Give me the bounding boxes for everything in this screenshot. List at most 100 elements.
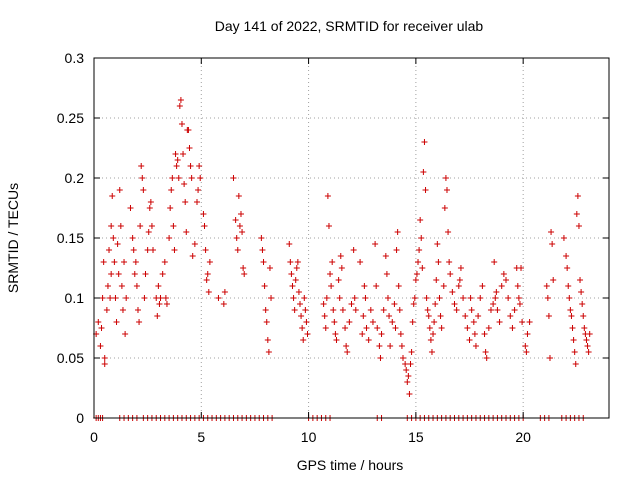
data-point	[350, 247, 357, 253]
data-point	[410, 301, 417, 307]
data-point	[346, 319, 353, 325]
data-point	[111, 259, 118, 265]
data-point	[524, 331, 531, 337]
data-point	[378, 331, 385, 337]
data-point	[331, 319, 338, 325]
data-point	[133, 283, 140, 289]
data-point	[391, 301, 398, 307]
data-point	[433, 277, 440, 283]
data-point	[453, 307, 460, 313]
data-point	[585, 349, 592, 355]
data-point	[195, 187, 202, 193]
data-point	[405, 373, 412, 379]
data-point	[457, 265, 464, 271]
data-point	[289, 283, 296, 289]
data-point	[409, 319, 416, 325]
y-tick-label: 0.2	[65, 170, 85, 186]
data-point	[427, 337, 434, 343]
data-point	[372, 241, 379, 247]
data-point	[180, 151, 187, 157]
data-point	[294, 259, 301, 265]
data-point	[404, 379, 411, 385]
data-point	[166, 235, 173, 241]
data-point	[523, 349, 530, 355]
data-point	[156, 301, 163, 307]
data-point	[431, 319, 438, 325]
data-point	[113, 319, 120, 325]
data-point	[581, 325, 588, 331]
data-point	[230, 175, 237, 181]
data-point	[109, 193, 116, 199]
data-point	[423, 295, 430, 301]
data-point	[441, 205, 448, 211]
data-point	[329, 259, 336, 265]
data-point	[544, 295, 551, 301]
data-point	[578, 289, 585, 295]
data-points	[93, 97, 593, 421]
data-point	[112, 295, 119, 301]
data-point	[442, 175, 449, 181]
data-point	[100, 259, 107, 265]
data-point	[197, 175, 204, 181]
data-point	[396, 307, 403, 313]
data-point	[563, 253, 570, 259]
data-point	[117, 223, 124, 229]
data-point	[122, 331, 129, 337]
data-point	[176, 103, 183, 109]
data-point	[168, 187, 175, 193]
data-point	[498, 283, 505, 289]
data-point	[420, 169, 427, 175]
data-point	[118, 283, 125, 289]
data-point	[287, 259, 294, 265]
data-point	[394, 229, 401, 235]
data-point	[402, 361, 409, 367]
x-tick-label: 5	[197, 429, 205, 445]
data-point	[490, 301, 497, 307]
data-point	[337, 253, 344, 259]
data-point	[191, 241, 198, 247]
data-point	[200, 211, 207, 217]
data-point	[503, 277, 509, 283]
data-point	[411, 295, 418, 301]
data-point	[569, 325, 576, 331]
data-point	[262, 307, 269, 313]
data-point	[131, 271, 138, 277]
data-point	[424, 307, 431, 313]
data-point	[377, 355, 384, 361]
data-point	[162, 295, 169, 301]
data-point	[483, 355, 490, 361]
data-point	[205, 289, 212, 295]
data-point	[413, 271, 420, 277]
data-point	[466, 337, 473, 343]
data-point	[432, 301, 439, 307]
data-point	[392, 325, 399, 331]
x-tick-label: 20	[515, 429, 531, 445]
data-point	[415, 259, 422, 265]
data-point	[288, 271, 295, 277]
data-point	[101, 355, 108, 361]
data-point	[129, 235, 136, 241]
data-point	[181, 181, 188, 187]
data-point	[406, 391, 413, 397]
data-point	[234, 247, 241, 253]
data-point	[446, 259, 453, 265]
y-tick-label: 0.25	[57, 110, 84, 126]
y-tick-label: 0.1	[65, 290, 85, 306]
data-point	[186, 145, 193, 151]
data-point	[136, 319, 143, 325]
data-point	[119, 307, 126, 313]
data-point	[114, 241, 121, 247]
data-point	[550, 277, 557, 283]
data-point	[145, 229, 152, 235]
data-point	[303, 319, 310, 325]
data-point	[360, 313, 367, 319]
grid-lines	[94, 58, 609, 418]
data-point	[169, 175, 176, 181]
data-point	[108, 223, 115, 229]
data-point	[518, 265, 525, 271]
data-point	[104, 283, 111, 289]
data-point	[572, 361, 579, 367]
data-point	[123, 295, 130, 301]
data-point	[584, 343, 591, 349]
data-point	[140, 187, 147, 193]
